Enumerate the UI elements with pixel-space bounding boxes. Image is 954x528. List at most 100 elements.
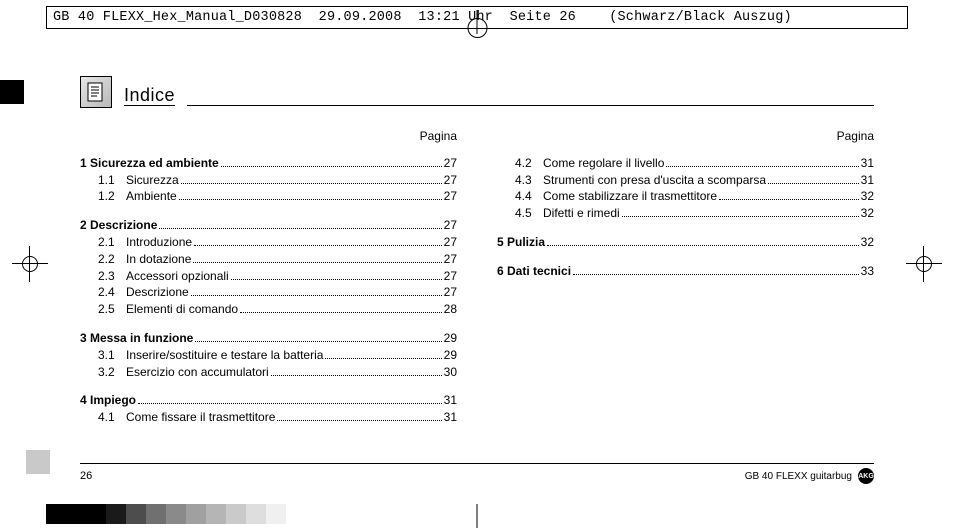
toc-page-ref: 27 [444, 268, 457, 285]
toc-leader-dots [194, 245, 442, 246]
toc-item-num: 1.1 [80, 172, 126, 189]
toc-head-row: 2 Descrizione 27 [80, 217, 457, 234]
toc-item-text: Elementi di comando [126, 301, 238, 318]
toc-item-num: 2.5 [80, 301, 126, 318]
toc-page-ref: 31 [444, 392, 457, 409]
toc-item-text: Esercizio con accumulatori [126, 364, 269, 381]
toc-leader-dots [240, 312, 442, 313]
toc-item-num: 2.2 [80, 251, 126, 268]
swatch [106, 504, 126, 524]
toc-item-row: 4.2Come regolare il livello 31 [497, 155, 874, 172]
swatch [146, 504, 166, 524]
toc-page-ref: 27 [444, 284, 457, 301]
page-title: Indice [124, 85, 175, 108]
toc-page-ref: 27 [444, 251, 457, 268]
edge-marker-black [0, 80, 24, 104]
toc-page-ref: 31 [444, 409, 457, 426]
toc-item-row: 4.4Come stabilizzare il trasmettitore 32 [497, 188, 874, 205]
toc-item-num: 2.3 [80, 268, 126, 285]
toc-section: 4 Impiego 31 4.1Come fissare il trasmett… [80, 392, 457, 426]
toc-item-num: 2.1 [80, 234, 126, 251]
toc-item-row: 2.3Accessori opzionali 27 [80, 268, 457, 285]
toc-leader-dots [573, 274, 859, 275]
toc-item-row: 2.1Introduzione 27 [80, 234, 457, 251]
toc-leader-dots [138, 403, 442, 404]
toc-item-text: Come fissare il trasmettitore [126, 409, 275, 426]
swatch [186, 504, 206, 524]
toc-column-left: Pagina 1 Sicurezza ed ambiente 27 1.1Sic… [80, 128, 457, 438]
toc-section: 1 Sicurezza ed ambiente 27 1.1Sicurezza … [80, 155, 457, 205]
toc-page-ref: 27 [444, 172, 457, 189]
pagina-label-left: Pagina [80, 128, 457, 145]
toc-head-row: 1 Sicurezza ed ambiente 27 [80, 155, 457, 172]
toc-head-text: 2 Descrizione [80, 217, 157, 234]
toc-page-ref: 32 [861, 234, 874, 251]
toc-leader-dots [547, 245, 859, 246]
page: GB 40 FLEXX_Hex_Manual_D030828 29.09.200… [0, 0, 954, 528]
registration-mark-left [12, 246, 48, 282]
toc-item-text: Introduzione [126, 234, 192, 251]
toc-item-row: 2.2In dotazione 27 [80, 251, 457, 268]
toc-page-ref: 31 [861, 155, 874, 172]
color-swatches [46, 504, 286, 524]
toc-item-num: 4.3 [497, 172, 543, 189]
swatch [226, 504, 246, 524]
toc-item-num: 4.5 [497, 205, 543, 222]
crop-mark-bottom [477, 504, 478, 528]
swatch [206, 504, 226, 524]
toc-item-row: 3.2Esercizio con accumulatori 30 [80, 364, 457, 381]
toc-head-row: 3 Messa in funzione 29 [80, 330, 457, 347]
footer-brand: GB 40 FLEXX guitarbug AKG [745, 468, 874, 484]
crop-mark-top [477, 10, 478, 34]
swatch [126, 504, 146, 524]
pagina-label-right: Pagina [497, 128, 874, 145]
toc-page-ref: 32 [861, 205, 874, 222]
toc-item-row: 2.4Descrizione 27 [80, 284, 457, 301]
swatch [166, 504, 186, 524]
toc-head-text: 3 Messa in funzione [80, 330, 193, 347]
toc-item-row: 1.2Ambiente 27 [80, 188, 457, 205]
toc-section: 4.2Come regolare il livello 31 4.3Strume… [497, 155, 874, 222]
toc-section: 6 Dati tecnici 33 [497, 263, 874, 280]
toc-item-row: 4.5Difetti e rimedi 32 [497, 205, 874, 222]
toc-item-text: Come regolare il livello [543, 155, 664, 172]
toc-item-row: 3.1Inserire/sostituire e testare la batt… [80, 347, 457, 364]
toc-leader-dots [191, 295, 442, 296]
toc-leader-dots [622, 216, 859, 217]
toc-item-text: Inserire/sostituire e testare la batteri… [126, 347, 323, 364]
toc-item-text: Come stabilizzare il trasmettitore [543, 188, 717, 205]
brand-badge-icon: AKG [858, 468, 874, 484]
toc-item-row: 4.3Strumenti con presa d'uscita a scompa… [497, 172, 874, 189]
toc-item-num: 3.1 [80, 347, 126, 364]
toc-head-text: 4 Impiego [80, 392, 136, 409]
toc-page-ref: 29 [444, 347, 457, 364]
toc-item-num: 4.1 [80, 409, 126, 426]
toc-page-ref: 29 [444, 330, 457, 347]
document-icon [80, 76, 112, 108]
toc-leader-dots [666, 166, 858, 167]
toc-item-num: 3.2 [80, 364, 126, 381]
toc-leader-dots [159, 228, 441, 229]
toc-page-ref: 32 [861, 188, 874, 205]
toc-head-text: 6 Dati tecnici [497, 263, 571, 280]
swatch [266, 504, 286, 524]
title-row: Indice [80, 76, 874, 108]
page-number: 26 [80, 470, 92, 482]
page-footer: 26 GB 40 FLEXX guitarbug AKG [80, 463, 874, 484]
title-underline [187, 105, 874, 106]
toc-head-row: 5 Pulizia 32 [497, 234, 874, 251]
toc-leader-dots [193, 262, 441, 263]
toc-item-row: 4.1Come fissare il trasmettitore 31 [80, 409, 457, 426]
toc-page-ref: 28 [444, 301, 457, 318]
toc-item-text: Difetti e rimedi [543, 205, 620, 222]
toc-page-ref: 33 [861, 263, 874, 280]
swatch [246, 504, 266, 524]
toc-section: 5 Pulizia 32 [497, 234, 874, 251]
toc-head-text: 1 Sicurezza ed ambiente [80, 155, 219, 172]
toc-item-row: 1.1Sicurezza 27 [80, 172, 457, 189]
toc-item-text: Descrizione [126, 284, 189, 301]
toc-leader-dots [195, 341, 441, 342]
toc-leader-dots [768, 183, 859, 184]
toc-leader-dots [231, 279, 442, 280]
toc-item-text: In dotazione [126, 251, 191, 268]
